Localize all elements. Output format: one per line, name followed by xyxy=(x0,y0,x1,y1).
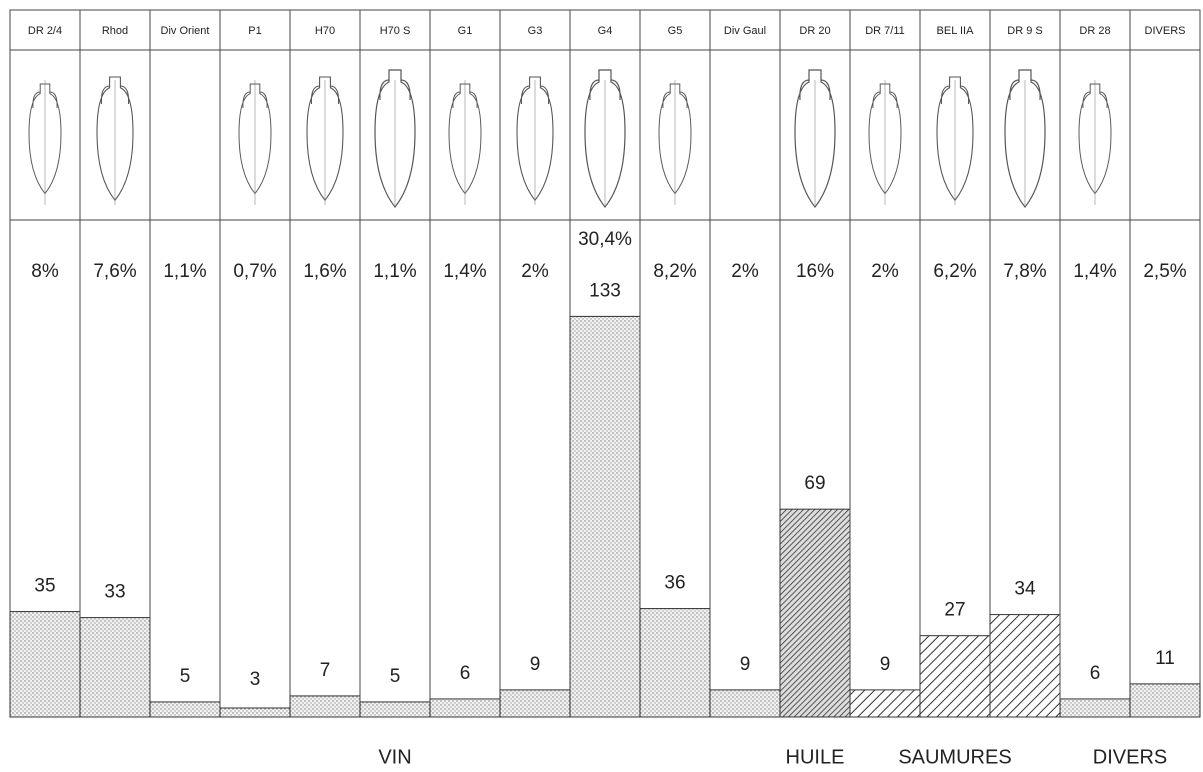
category-label: DR 28 xyxy=(1079,25,1110,37)
bar xyxy=(289,695,361,718)
category-label: G4 xyxy=(598,25,613,37)
value-label: 35 xyxy=(34,576,55,597)
bar xyxy=(849,689,921,718)
value-label: 6 xyxy=(460,663,471,684)
percent-label: 2,5% xyxy=(1143,261,1186,282)
category-label: H70 xyxy=(315,25,335,37)
bar xyxy=(709,689,781,718)
value-label: 5 xyxy=(390,666,401,687)
bar xyxy=(569,315,641,718)
bar xyxy=(359,701,431,718)
value-label: 133 xyxy=(589,280,621,301)
value-label: 3 xyxy=(250,669,261,690)
percent-label: 16% xyxy=(796,261,834,282)
bar xyxy=(149,701,221,718)
percent-label: 1,4% xyxy=(1073,261,1116,282)
percent-label: 7,6% xyxy=(93,261,136,282)
percent-label: 2% xyxy=(871,261,899,282)
category-label: Div Orient xyxy=(161,25,210,37)
category-label: DR 9 S xyxy=(1007,25,1042,37)
column-frame xyxy=(709,9,781,718)
group-label: HUILE xyxy=(786,746,845,768)
category-label: G1 xyxy=(458,25,473,37)
bar xyxy=(219,707,291,718)
value-label: 6 xyxy=(1090,663,1101,684)
bar xyxy=(499,689,571,718)
group-label: SAUMURES xyxy=(898,746,1011,768)
percent-label: 1,1% xyxy=(373,261,416,282)
percent-label: 30,4% xyxy=(578,229,632,250)
bar xyxy=(919,635,991,718)
bar xyxy=(1129,683,1201,718)
category-label: DIVERS xyxy=(1145,25,1186,37)
value-label: 27 xyxy=(944,600,965,621)
category-label: DR 7/11 xyxy=(865,25,905,37)
category-label: H70 S xyxy=(380,25,411,37)
category-label: BEL IIA xyxy=(937,25,975,37)
bar xyxy=(429,698,501,718)
value-label: 9 xyxy=(530,654,541,675)
value-label: 5 xyxy=(180,666,191,687)
percent-label: 1,1% xyxy=(163,261,206,282)
category-label: Rhod xyxy=(102,25,128,37)
bar xyxy=(989,614,1061,718)
category-label: G3 xyxy=(528,25,543,37)
category-label: Div Gaul xyxy=(724,25,766,37)
value-label: 11 xyxy=(1155,648,1175,669)
category-label: P1 xyxy=(248,25,261,37)
percent-label: 2% xyxy=(521,261,549,282)
percent-label: 2% xyxy=(731,261,759,282)
percent-label: 1,6% xyxy=(303,261,346,282)
percent-label: 0,7% xyxy=(233,261,276,282)
column-frame xyxy=(149,9,221,718)
value-label: 69 xyxy=(804,473,825,494)
value-label: 7 xyxy=(320,660,331,681)
percent-label: 7,8% xyxy=(1003,261,1046,282)
percent-label: 1,4% xyxy=(443,261,486,282)
category-label: DR 2/4 xyxy=(28,25,62,37)
group-label: VIN xyxy=(378,746,411,768)
group-label: DIVERS xyxy=(1093,746,1167,768)
percent-label: 8,2% xyxy=(653,261,696,282)
bar xyxy=(1059,698,1131,718)
category-label: G5 xyxy=(668,25,683,37)
value-label: 33 xyxy=(104,582,125,603)
bar xyxy=(779,508,851,718)
bar xyxy=(9,611,81,718)
percent-label: 6,2% xyxy=(933,261,976,282)
value-label: 34 xyxy=(1014,579,1036,600)
value-label: 9 xyxy=(880,654,891,675)
value-label: 9 xyxy=(740,654,751,675)
category-label: DR 20 xyxy=(799,25,830,37)
bar xyxy=(639,608,711,718)
column-frame xyxy=(1129,9,1201,718)
value-label: 36 xyxy=(664,573,685,594)
percent-label: 8% xyxy=(31,261,59,282)
bar xyxy=(79,617,151,718)
